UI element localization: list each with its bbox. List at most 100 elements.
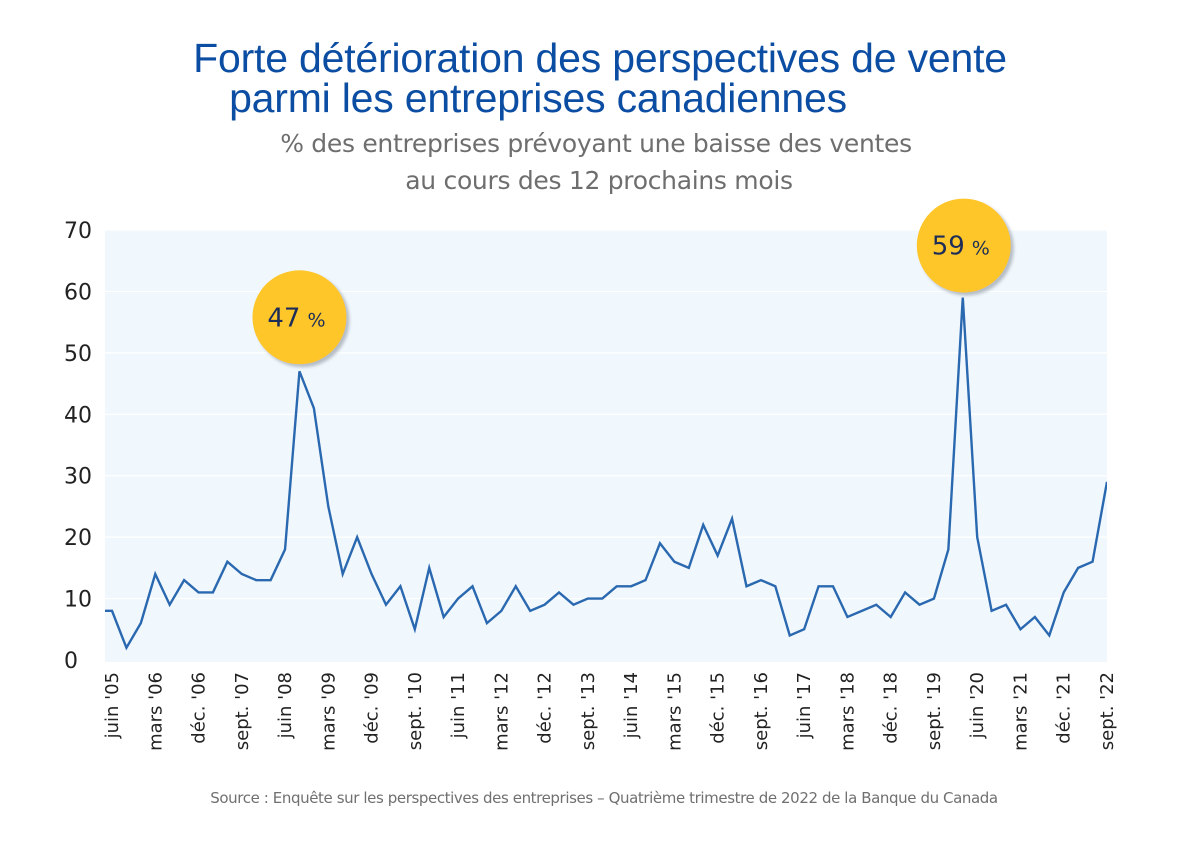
data-point xyxy=(644,579,646,581)
y-axis: 0 10 20 30 40 50 60 70 xyxy=(64,219,92,674)
data-point xyxy=(817,585,819,587)
data-point xyxy=(673,561,675,563)
data-point xyxy=(630,585,632,587)
data-point xyxy=(688,567,690,569)
x-tick-label: mars '18 xyxy=(837,672,858,751)
data-point xyxy=(572,604,574,606)
x-tick-label: sept. '07 xyxy=(232,672,253,750)
callout-value: 59 xyxy=(932,232,965,262)
x-tick-label: sept. '13 xyxy=(578,672,599,750)
data-point xyxy=(125,647,127,649)
x-tick-label: juin '17 xyxy=(794,672,815,739)
callout-label: 47% xyxy=(267,303,325,333)
data-point xyxy=(1063,591,1065,593)
data-point xyxy=(774,585,776,587)
x-tick-label: mars '12 xyxy=(491,672,512,751)
data-point xyxy=(154,573,156,575)
x-tick-label: juin '11 xyxy=(448,672,469,739)
data-point xyxy=(1034,616,1036,618)
x-tick-label: juin '08 xyxy=(275,672,296,739)
chart-title-line-1: Forte détérioration des perspectives de … xyxy=(193,35,1007,81)
data-point xyxy=(918,604,920,606)
data-point xyxy=(241,573,243,575)
data-point xyxy=(745,585,747,587)
x-tick-label: déc. '09 xyxy=(362,672,383,744)
callout-value: 47 xyxy=(267,303,300,333)
x-tick-label: déc. '18 xyxy=(881,672,902,744)
callout-unit: % xyxy=(307,309,325,331)
data-point xyxy=(803,628,805,630)
data-point xyxy=(558,591,560,593)
data-point xyxy=(313,407,315,409)
data-point xyxy=(587,597,589,599)
x-tick-label: sept. '16 xyxy=(751,672,772,750)
data-point xyxy=(529,610,531,612)
x-tick-label: déc. '15 xyxy=(708,672,729,744)
gridlines xyxy=(105,229,1107,600)
x-tick-label: juin '05 xyxy=(102,672,123,739)
data-point xyxy=(861,610,863,612)
data-point xyxy=(616,585,618,587)
data-point xyxy=(760,579,762,581)
data-point xyxy=(255,579,257,581)
chart-subtitle-line-1: % des entreprises prévoyant une baisse d… xyxy=(280,129,912,158)
data-point xyxy=(197,591,199,593)
data-point xyxy=(1019,628,1021,630)
x-tick-label: juin '14 xyxy=(621,672,642,739)
y-tick-label: 60 xyxy=(64,280,92,305)
data-point xyxy=(1048,634,1050,636)
y-tick-label: 70 xyxy=(64,219,92,244)
x-tick-label: sept. '19 xyxy=(924,672,945,750)
data-point xyxy=(716,554,718,556)
callout-circle xyxy=(916,198,1011,293)
data-point xyxy=(298,370,300,372)
data-point xyxy=(731,518,733,520)
data-point xyxy=(962,296,964,298)
data-point xyxy=(832,585,834,587)
data-point xyxy=(515,585,517,587)
data-point xyxy=(846,616,848,618)
data-point xyxy=(356,536,358,538)
data-point xyxy=(789,634,791,636)
callout-unit: % xyxy=(972,238,990,260)
data-point xyxy=(990,610,992,612)
data-point xyxy=(457,597,459,599)
data-point xyxy=(889,616,891,618)
data-point xyxy=(212,591,214,593)
y-tick-label: 50 xyxy=(64,342,92,367)
callout-bubble: 47% xyxy=(252,270,347,365)
callout-bubble: 59% xyxy=(916,198,1011,293)
data-point xyxy=(399,585,401,587)
data-point xyxy=(342,573,344,575)
data-point xyxy=(976,536,978,538)
plot-background xyxy=(105,230,1107,662)
data-point xyxy=(284,548,286,550)
x-tick-label: mars '09 xyxy=(318,672,339,751)
data-point xyxy=(226,561,228,563)
y-tick-label: 30 xyxy=(64,465,92,490)
x-tick-label: mars '21 xyxy=(1010,672,1031,751)
data-point xyxy=(442,616,444,618)
data-point xyxy=(500,610,502,612)
data-point xyxy=(327,505,329,507)
data-point xyxy=(702,524,704,526)
data-point xyxy=(1005,604,1007,606)
y-tick-label: 40 xyxy=(64,403,92,428)
data-point xyxy=(385,604,387,606)
data-point xyxy=(370,573,372,575)
callout-circle xyxy=(252,270,347,365)
chart-title-line-2: parmi les entreprises canadiennes xyxy=(229,75,847,121)
x-tick-label: déc. '12 xyxy=(535,672,556,744)
data-point xyxy=(269,579,271,581)
x-axis: juin '05 mars '06 déc. '06 sept. '07 juin '0… xyxy=(102,672,1118,751)
y-tick-label: 10 xyxy=(64,588,92,613)
data-point xyxy=(933,597,935,599)
data-point xyxy=(471,585,473,587)
x-tick-label: sept. '22 xyxy=(1097,672,1118,750)
data-point xyxy=(659,542,661,544)
data-point xyxy=(1077,567,1079,569)
series-line xyxy=(105,297,1107,651)
data-point xyxy=(1091,561,1093,563)
callout-label: 59% xyxy=(932,232,990,262)
